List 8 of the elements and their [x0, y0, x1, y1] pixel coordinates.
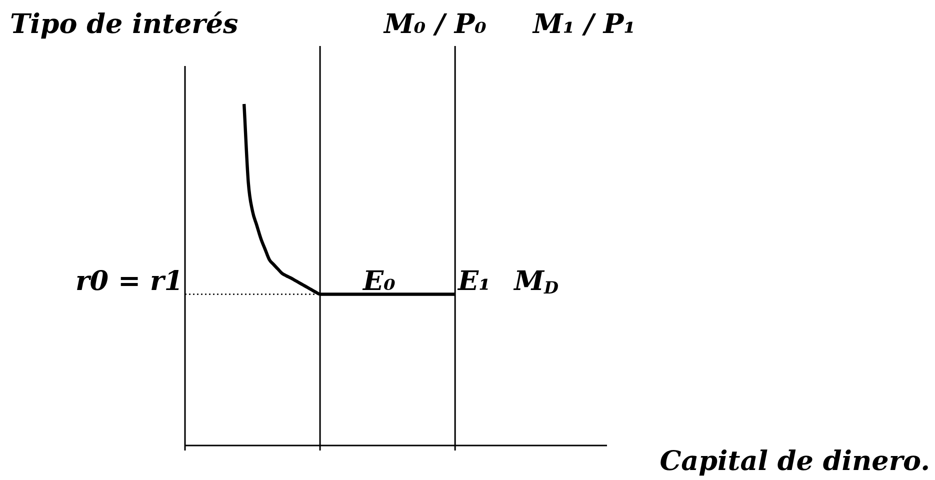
annotation: E₁ [458, 266, 490, 297]
x-axis-title: Capital de dinero. [660, 446, 930, 477]
text: M₀ / P₀ [384, 9, 487, 40]
y-axis-title: Tipo de interés [10, 9, 238, 40]
annotation: E₀ [363, 266, 396, 297]
text: M₁ / P₁ [533, 9, 636, 40]
text: r0 = r1 [76, 266, 183, 297]
text: M$_{D}$ [514, 266, 558, 298]
